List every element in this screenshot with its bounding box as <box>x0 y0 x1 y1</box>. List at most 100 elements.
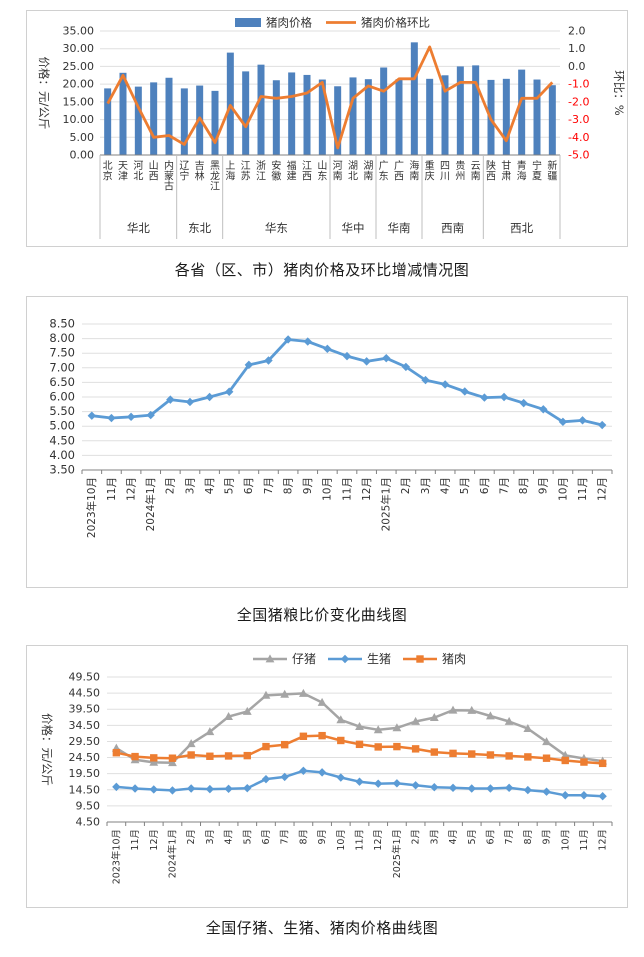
month-label: 4月 <box>204 477 216 494</box>
province-label: 黑龙江 <box>210 160 220 193</box>
month-label: 6月 <box>485 829 496 845</box>
province-label: 四川 <box>440 161 450 182</box>
pork-price-bar <box>349 77 357 155</box>
pig-grain-ratio-marker <box>578 416 587 425</box>
province-label: 陕西 <box>486 159 496 182</box>
仔猪-marker <box>467 705 477 714</box>
pork-price-bar <box>150 82 158 155</box>
y-axis-tick-label: 8.50 <box>49 317 75 331</box>
仔猪-marker <box>205 727 215 736</box>
month-label: 9月 <box>538 477 550 494</box>
month-label: 9月 <box>542 829 553 845</box>
legend-label: 猪肉价格环比 <box>361 16 430 30</box>
pork-price-bar <box>410 42 418 155</box>
month-label: 4月 <box>448 829 459 845</box>
province-label: 吉林 <box>195 160 205 182</box>
pork-price-bar <box>395 79 403 155</box>
month-label: 5月 <box>467 829 478 845</box>
仔猪-marker <box>149 757 159 766</box>
pork-price-bar <box>211 90 219 155</box>
province-label: 广西 <box>394 160 404 182</box>
生猪-marker <box>579 791 589 800</box>
y-axis-tick-label: 7.00 <box>49 360 75 374</box>
仔猪-marker <box>261 690 271 699</box>
province-label: 辽宁 <box>179 160 189 182</box>
pork-price-bar <box>456 66 464 155</box>
month-label: 4月 <box>224 829 235 845</box>
猪肉-marker <box>449 749 457 758</box>
y-axis-tick-label: 49.50 <box>69 671 101 684</box>
month-label: 7月 <box>280 829 291 845</box>
pig-grain-ratio-marker <box>460 387 469 396</box>
chart3-caption: 全国仔猪、生猪、猪肉价格曲线图 <box>205 919 439 937</box>
month-label: 5月 <box>242 829 253 845</box>
生猪-marker <box>336 773 345 782</box>
panel-price-curves-chart: 4.50 9.50 14.50 19.50 24.50 29.50 34.50 39.50 44… <box>26 645 628 908</box>
month-label: 12月 <box>361 477 373 501</box>
仔猪-marker <box>298 688 308 697</box>
right-axis-tick-label: 2.0 <box>568 25 586 38</box>
pig-grain-ratio-marker <box>382 353 391 363</box>
piglet-hog-pork-price-svg: 4.50 9.50 14.50 19.50 24.50 29.50 34.50 39.50 44… <box>40 652 613 884</box>
month-label: 8月 <box>518 477 530 494</box>
仔猪-marker <box>429 713 439 721</box>
chart1-caption: 各省（区、市）猪肉价格及环比增减情况图 <box>174 261 470 279</box>
pig-grain-ratio-marker <box>244 360 254 370</box>
month-label: 10月 <box>322 477 334 501</box>
legend-生猪-marker <box>340 654 350 664</box>
month-label: 2月 <box>165 477 177 494</box>
province-label: 江西 <box>302 160 312 182</box>
仔猪-marker <box>336 715 346 724</box>
pig-grain-ratio-marker <box>264 356 273 365</box>
仔猪-marker <box>186 739 196 748</box>
猪肉-marker <box>262 742 270 751</box>
生猪-marker <box>486 784 495 793</box>
猪肉-marker <box>468 750 476 758</box>
province-label: 山西 <box>149 160 159 182</box>
province-label: 河南 <box>333 160 343 182</box>
legend-label: 猪肉价格 <box>266 16 312 30</box>
猪肉-marker <box>243 751 251 760</box>
month-label: 2023年10月 <box>110 829 122 884</box>
province-label: 宁夏 <box>532 159 542 182</box>
pork-price-bar <box>426 78 434 155</box>
panel-province-pork-chart: 0.00 5.00 10.00 15.00 20.00 25.00 30.00 35.00 -5… <box>26 10 628 247</box>
month-label: 11月 <box>130 829 141 851</box>
生猪-marker <box>317 768 327 777</box>
猪肉-marker <box>598 759 607 768</box>
仔猪-marker <box>392 723 402 732</box>
仔猪-marker <box>523 723 533 732</box>
y-axis-tick-label: 4.50 <box>49 433 75 447</box>
legend-仔猪-marker <box>265 654 275 663</box>
month-label: 6月 <box>243 477 255 494</box>
仔猪-marker <box>542 737 551 746</box>
month-label: 12月 <box>598 829 609 851</box>
province-label: 上海 <box>225 160 235 182</box>
month-label: 12月 <box>125 477 137 501</box>
仔猪-marker <box>355 722 364 731</box>
猪肉-marker <box>224 752 233 760</box>
left-axis-tick-label: 0.00 <box>70 149 95 162</box>
生猪-marker <box>392 779 402 788</box>
month-label: 11月 <box>355 829 366 851</box>
right-axis-tick-label: -3.0 <box>568 113 589 126</box>
month-label: 2024年1月 <box>167 829 179 878</box>
pig-grain-ratio-marker <box>342 351 352 361</box>
month-label: 2025年1月 <box>380 477 393 531</box>
猪肉-marker <box>318 731 326 740</box>
left-axis-tick-label: 35.00 <box>63 25 95 38</box>
猪肉-marker <box>299 732 308 740</box>
生猪-marker <box>523 785 533 795</box>
month-label: 9月 <box>317 829 328 845</box>
month-label: 7月 <box>263 477 275 494</box>
仔猪-marker <box>168 758 177 767</box>
生猪-marker <box>186 784 196 793</box>
y-axis-tick-label: 5.50 <box>49 404 75 418</box>
猪肉-marker <box>430 748 439 756</box>
panel-pig-grain-ratio-chart: 3.50 4.00 4.50 5.00 5.50 6.00 6.50 7.00 7.50 8.00… <box>26 296 628 588</box>
生猪-marker <box>467 784 476 793</box>
pork-price-bar <box>334 86 342 155</box>
pig-grain-ratio-marker <box>166 395 175 404</box>
y-axis-tick-label: 14.50 <box>69 783 101 796</box>
chart1-legend: 猪肉价格 猪肉价格环比 <box>235 16 430 30</box>
